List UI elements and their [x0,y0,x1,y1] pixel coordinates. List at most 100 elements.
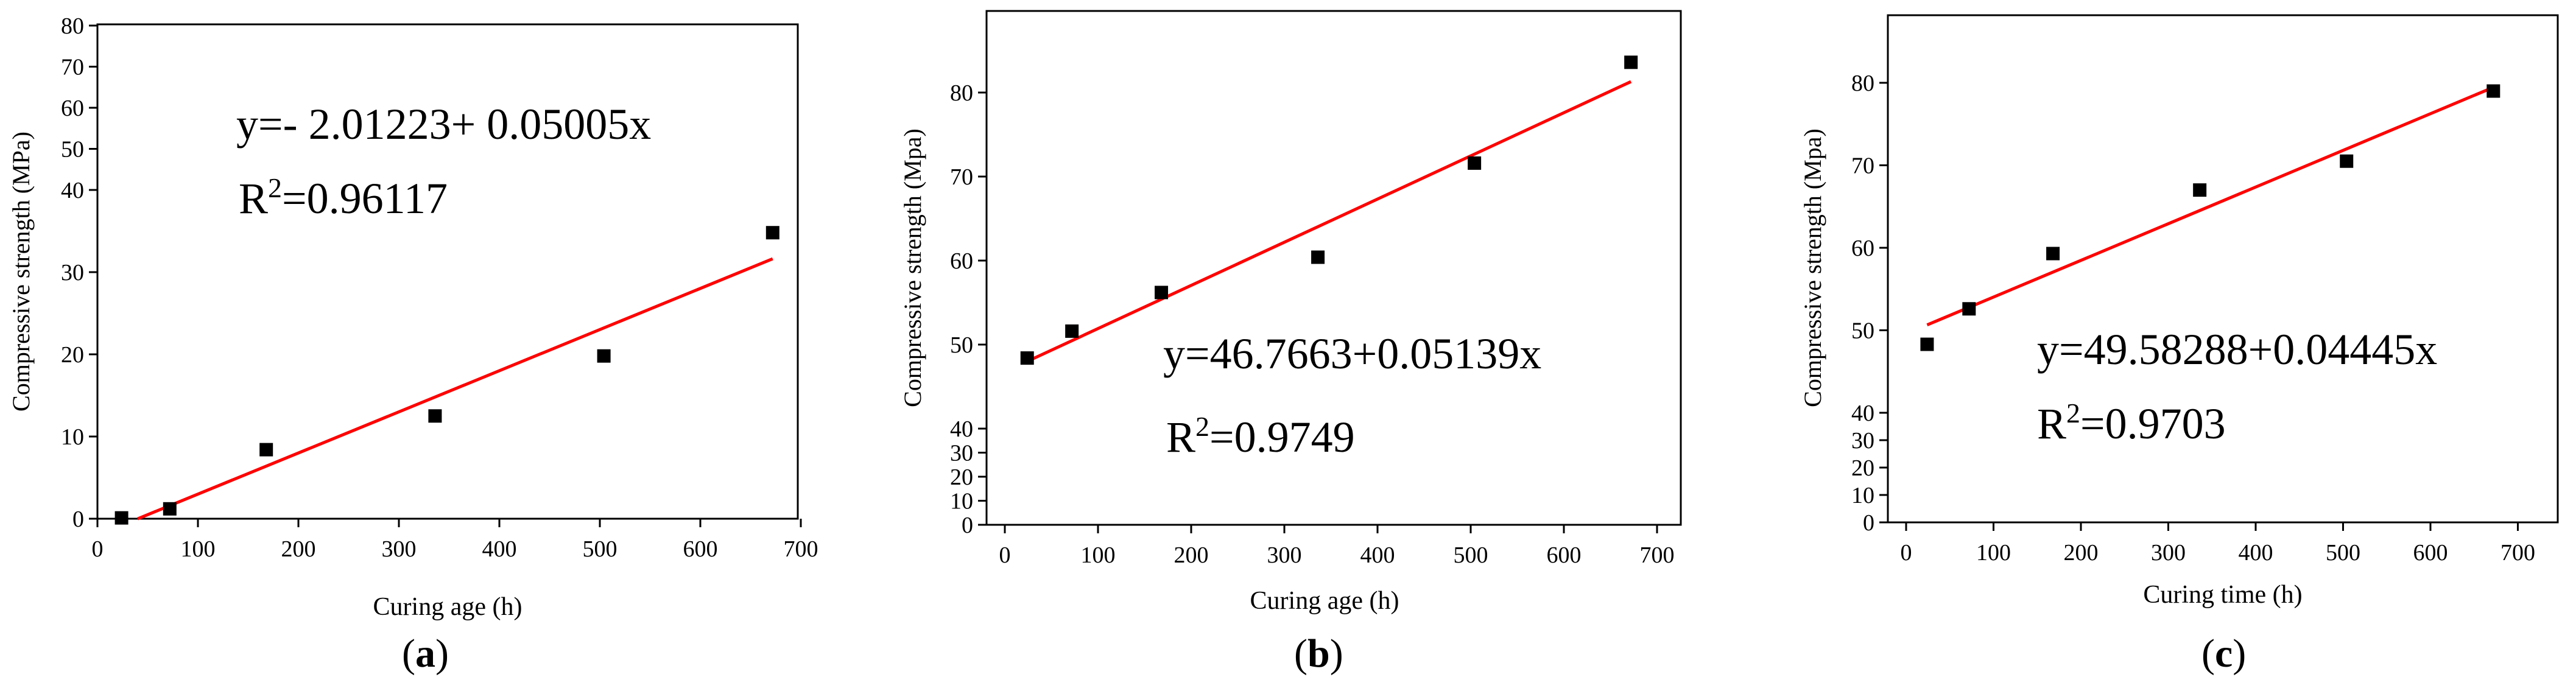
y-tick-label: 10 [950,489,973,514]
x-tick-label: 600 [683,536,718,562]
x-axis-label: Curing time (h) [2143,581,2302,609]
r-squared-symbol: R [1166,413,1195,461]
data-point [1920,337,1934,351]
r-squared-symbol: R [2037,399,2066,448]
y-tick-label: 70 [1851,153,1874,179]
x-axis-label: Curing age (h) [373,593,523,621]
x-tick-label: 200 [281,536,316,562]
panel-label-part: ) [2233,631,2246,676]
panel-label-part: ) [435,631,449,676]
x-tick-label: 100 [1081,542,1116,568]
panel-label-part: b [1307,631,1330,676]
chart-panel-2: 0 100 200 300 400 500 600 70001020304050607080C… [899,10,1682,676]
chart-panel-3: 0 100 200 300 400 500 600 70001020304050607080C… [1799,14,2559,676]
y-tick-label: 30 [1851,428,1874,454]
x-tick-label: 500 [1454,542,1488,568]
r-squared-exponent: 2 [2066,398,2080,429]
panel-label: (b) [1294,631,1343,676]
r-squared-exponent: 2 [1195,411,1209,442]
panel-label: (a) [402,631,449,676]
fit-equation: y=- 2.01223+ 0.05005x [236,100,651,149]
y-tick-label: 40 [61,178,84,203]
y-tick-label: 70 [61,55,84,80]
y-tick-label: 80 [950,80,973,106]
y-tick-label: 50 [950,332,973,358]
fit-line [1926,86,2494,327]
y-tick-label: 30 [950,441,973,466]
r-squared-value: =0.9749 [1209,413,1355,461]
x-tick-label: 300 [1267,542,1302,568]
y-tick-label: 0 [962,513,973,538]
y-tick-label: 60 [1851,236,1874,261]
x-tick-label: 400 [482,536,517,562]
y-tick-label: 80 [61,13,84,39]
y-tick-label: 40 [1851,401,1874,426]
x-tick-label: 500 [583,536,618,562]
panel-label: (c) [2201,631,2246,676]
x-tick-label: 200 [1174,542,1209,568]
y-tick-label: 0 [1863,510,1874,536]
data-point [597,349,611,363]
r-squared: R2=0.9703 [2037,398,2226,448]
data-point [1624,55,1638,69]
y-tick-label: 30 [61,260,84,286]
r-squared: R2=0.96117 [239,172,448,223]
y-tick-label: 60 [61,96,84,121]
x-tick-label: 300 [2151,540,2186,566]
y-axis-label: Compressive strength (Mpa) [1799,128,1826,407]
panel-label-part: ) [1330,631,1343,676]
data-point [2340,154,2354,168]
y-axis-label: Compressive strength (MPa) [7,132,35,412]
r-squared-value: =0.96117 [282,174,448,223]
y-tick-label: 10 [61,424,84,450]
data-point [765,226,779,240]
data-point [1962,302,1976,316]
x-tick-label: 200 [2064,540,2099,566]
panel-label-part: ( [2201,631,2215,676]
y-tick-label: 50 [61,137,84,163]
y-tick-label: 70 [950,164,973,190]
x-tick-label: 700 [1640,542,1675,568]
r-squared-value: =0.9703 [2080,399,2226,448]
data-point [114,511,128,525]
plot-frame [985,10,1682,526]
x-tick-label: 0 [999,542,1011,568]
x-axis-label: Curing age (h) [1250,587,1399,615]
data-point [428,409,442,423]
y-tick-label: 20 [1851,455,1874,481]
x-tick-label: 700 [2500,540,2535,566]
x-tick-label: 100 [1976,540,2011,566]
plot-frame [96,23,799,520]
x-tick-label: 100 [181,536,216,562]
y-tick-label: 80 [1851,71,1874,96]
panel-label-part: a [415,631,435,676]
x-tick-label: 400 [2239,540,2273,566]
panel-label-part: ( [1294,631,1307,676]
data-point [1311,250,1325,264]
x-tick-label: 0 [1901,540,1912,566]
fit-line [137,257,773,521]
chart-panel-1: 0 100 200 300 400 500 600 700 0 10 20 30 40 50 60 70 80 C… [7,13,818,676]
x-tick-label: 600 [2413,540,2448,566]
panel-label-part: ( [402,631,415,676]
data-point [1065,324,1079,338]
fit-equation: y=46.7663+0.05139x [1163,329,1541,378]
x-tick-label: 400 [1360,542,1395,568]
data-point [2046,247,2060,261]
r-squared: R2=0.9749 [1166,411,1355,461]
x-tick-label: 600 [1547,542,1582,568]
data-point [1468,156,1482,170]
data-point [2193,183,2207,197]
data-point [1155,286,1169,300]
r-squared-symbol: R [239,174,268,223]
plot-frame [1887,14,2559,524]
data-point [1020,351,1034,365]
data-point [2486,84,2500,98]
fit-line [1026,80,1632,363]
fit-equation: y=49.58288+0.04445x [2037,325,2437,374]
y-tick-label: 20 [61,342,84,368]
y-tick-label: 0 [72,507,84,532]
panel-label-part: c [2215,631,2233,676]
x-tick-label: 700 [784,536,818,562]
